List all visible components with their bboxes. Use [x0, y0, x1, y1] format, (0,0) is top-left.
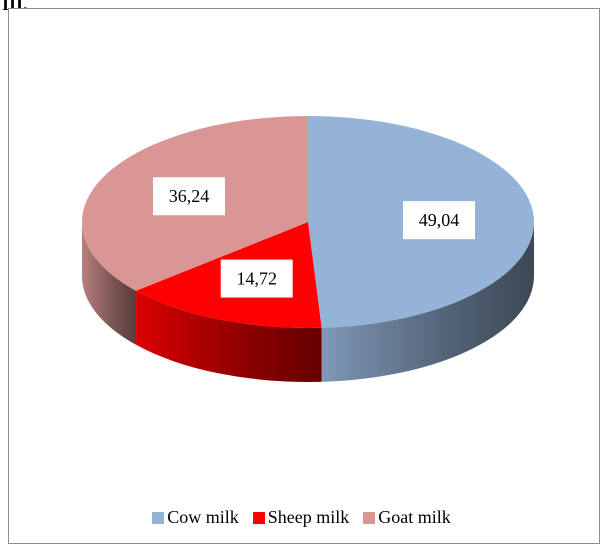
data-label-sheep-milk: 14,72: [221, 260, 293, 298]
data-label-text: 36,24: [169, 186, 210, 206]
data-label-cow-milk: 49,04: [403, 201, 475, 239]
legend-swatch-cow-milk: [152, 512, 164, 524]
legend: Cow milk Sheep milk Goat milk: [0, 507, 603, 528]
legend-swatch-goat-milk: [363, 512, 375, 524]
legend-label-sheep-milk: Sheep milk: [268, 507, 350, 528]
legend-item-sheep-milk: Sheep milk: [253, 507, 350, 528]
legend-item-goat-milk: Goat milk: [363, 507, 451, 528]
data-label-text: 49,04: [419, 210, 460, 230]
data-label-goat-milk: 36,24: [153, 177, 225, 215]
legend-swatch-sheep-milk: [253, 512, 265, 524]
data-label-text: 14,72: [236, 269, 277, 289]
legend-label-goat-milk: Goat milk: [378, 507, 451, 528]
legend-label-cow-milk: Cow milk: [167, 507, 239, 528]
legend-item-cow-milk: Cow milk: [152, 507, 239, 528]
